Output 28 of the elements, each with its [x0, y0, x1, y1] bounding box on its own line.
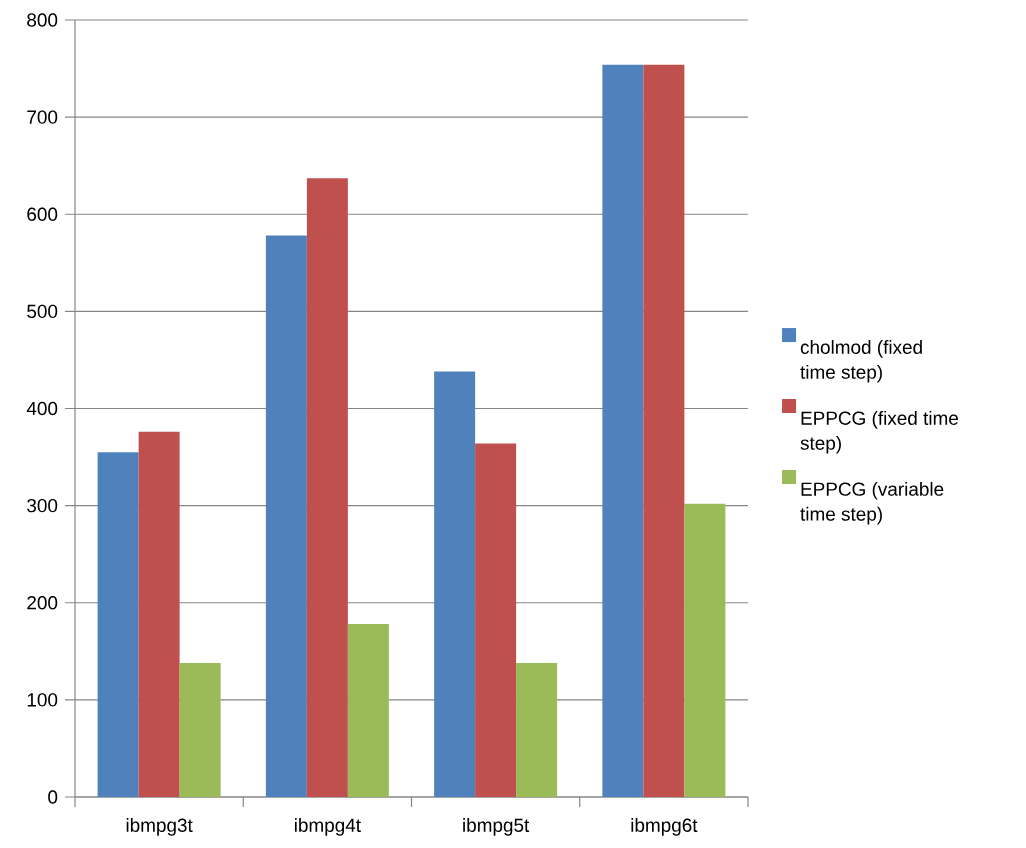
x-tick-label: ibmpg5t — [463, 818, 530, 836]
x-tick-label: ibmpg4t — [294, 818, 361, 836]
y-tick-label: 700 — [27, 110, 58, 124]
bar — [643, 64, 685, 797]
y-tick-label: 600 — [27, 207, 58, 221]
bar — [475, 443, 517, 797]
y-tick-label: 300 — [27, 498, 58, 513]
y-tick-label: 400 — [26, 401, 58, 416]
bar — [434, 371, 476, 797]
bar — [138, 431, 180, 797]
y-tick-label: 0 — [48, 790, 58, 804]
y-tick-label: 800 — [27, 13, 58, 27]
bar — [602, 64, 644, 797]
legend-label: cholmod (fixed time step) — [800, 340, 922, 383]
y-tick-label: 100 — [27, 693, 58, 707]
bar — [179, 662, 221, 797]
bar — [347, 624, 389, 797]
legend-label: EPPCG (variable time step) — [800, 481, 944, 525]
x-tick-label: ibmpg3t — [126, 818, 193, 836]
bar — [684, 503, 726, 797]
bar — [265, 235, 307, 797]
legend-label: EPPCG (fixed time step) — [800, 411, 959, 454]
y-tick-label: 500 — [27, 304, 58, 319]
bar — [306, 178, 348, 797]
bar — [97, 452, 139, 797]
y-tick-label: 200 — [27, 596, 58, 610]
bar — [516, 662, 558, 797]
x-tick-label: ibmpg6t — [631, 818, 698, 836]
